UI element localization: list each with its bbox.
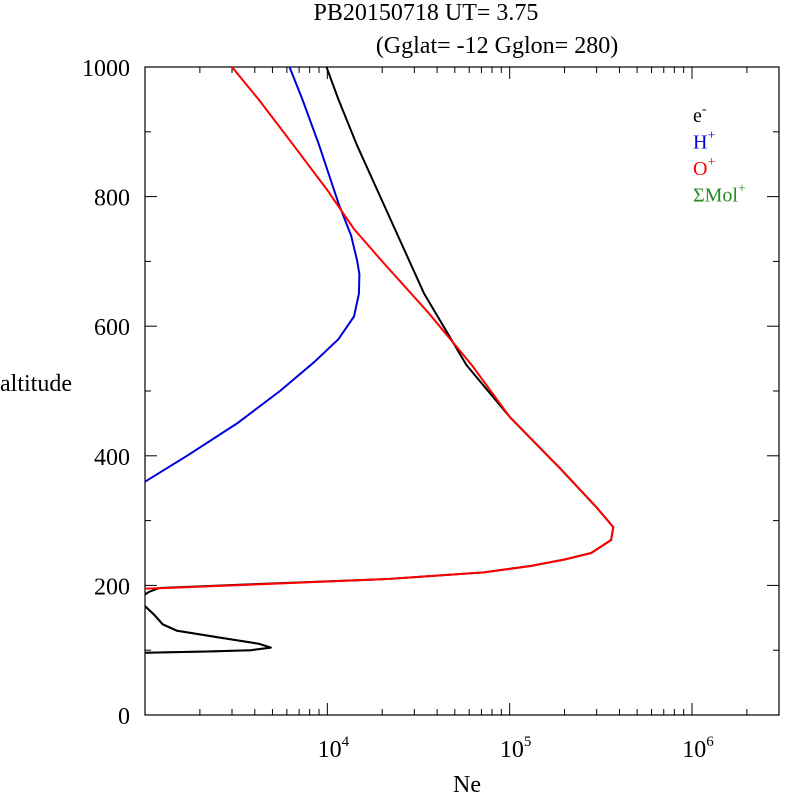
series-line	[144, 605, 272, 654]
x-tick-label: 105	[500, 734, 532, 763]
axis-ticks: 0 200 400 600 800 1000 104 105 106	[82, 56, 780, 763]
chart-title: PB20150718 UT= 3.75	[314, 0, 539, 26]
y-tick-label: 0	[118, 704, 130, 730]
series-line	[144, 605, 272, 654]
y-tick-label: 800	[94, 186, 130, 212]
legend-entry: O+	[693, 155, 715, 180]
series-layer	[144, 66, 615, 654]
series-line	[144, 66, 615, 596]
y-tick-label: 400	[94, 445, 130, 471]
x-axis-label: Ne	[453, 772, 481, 796]
legend-entry: e-	[693, 102, 707, 127]
legend: e-H+O+ΣMol+	[693, 102, 746, 207]
x-tick-label: 104	[318, 734, 350, 763]
series-line	[144, 66, 615, 590]
plot-frame	[144, 66, 780, 716]
legend-entry: H+	[693, 129, 715, 154]
series-line	[144, 66, 361, 483]
y-tick-label: 1000	[82, 56, 130, 82]
y-tick-label: 200	[94, 574, 130, 600]
y-axis-label: altitude	[0, 371, 72, 397]
y-tick-label: 600	[94, 315, 130, 341]
legend-entry: ΣMol+	[693, 182, 746, 207]
chart-subtitle: (Gglat= -12 Gglon= 280)	[376, 33, 618, 59]
x-tick-label: 106	[682, 734, 714, 763]
